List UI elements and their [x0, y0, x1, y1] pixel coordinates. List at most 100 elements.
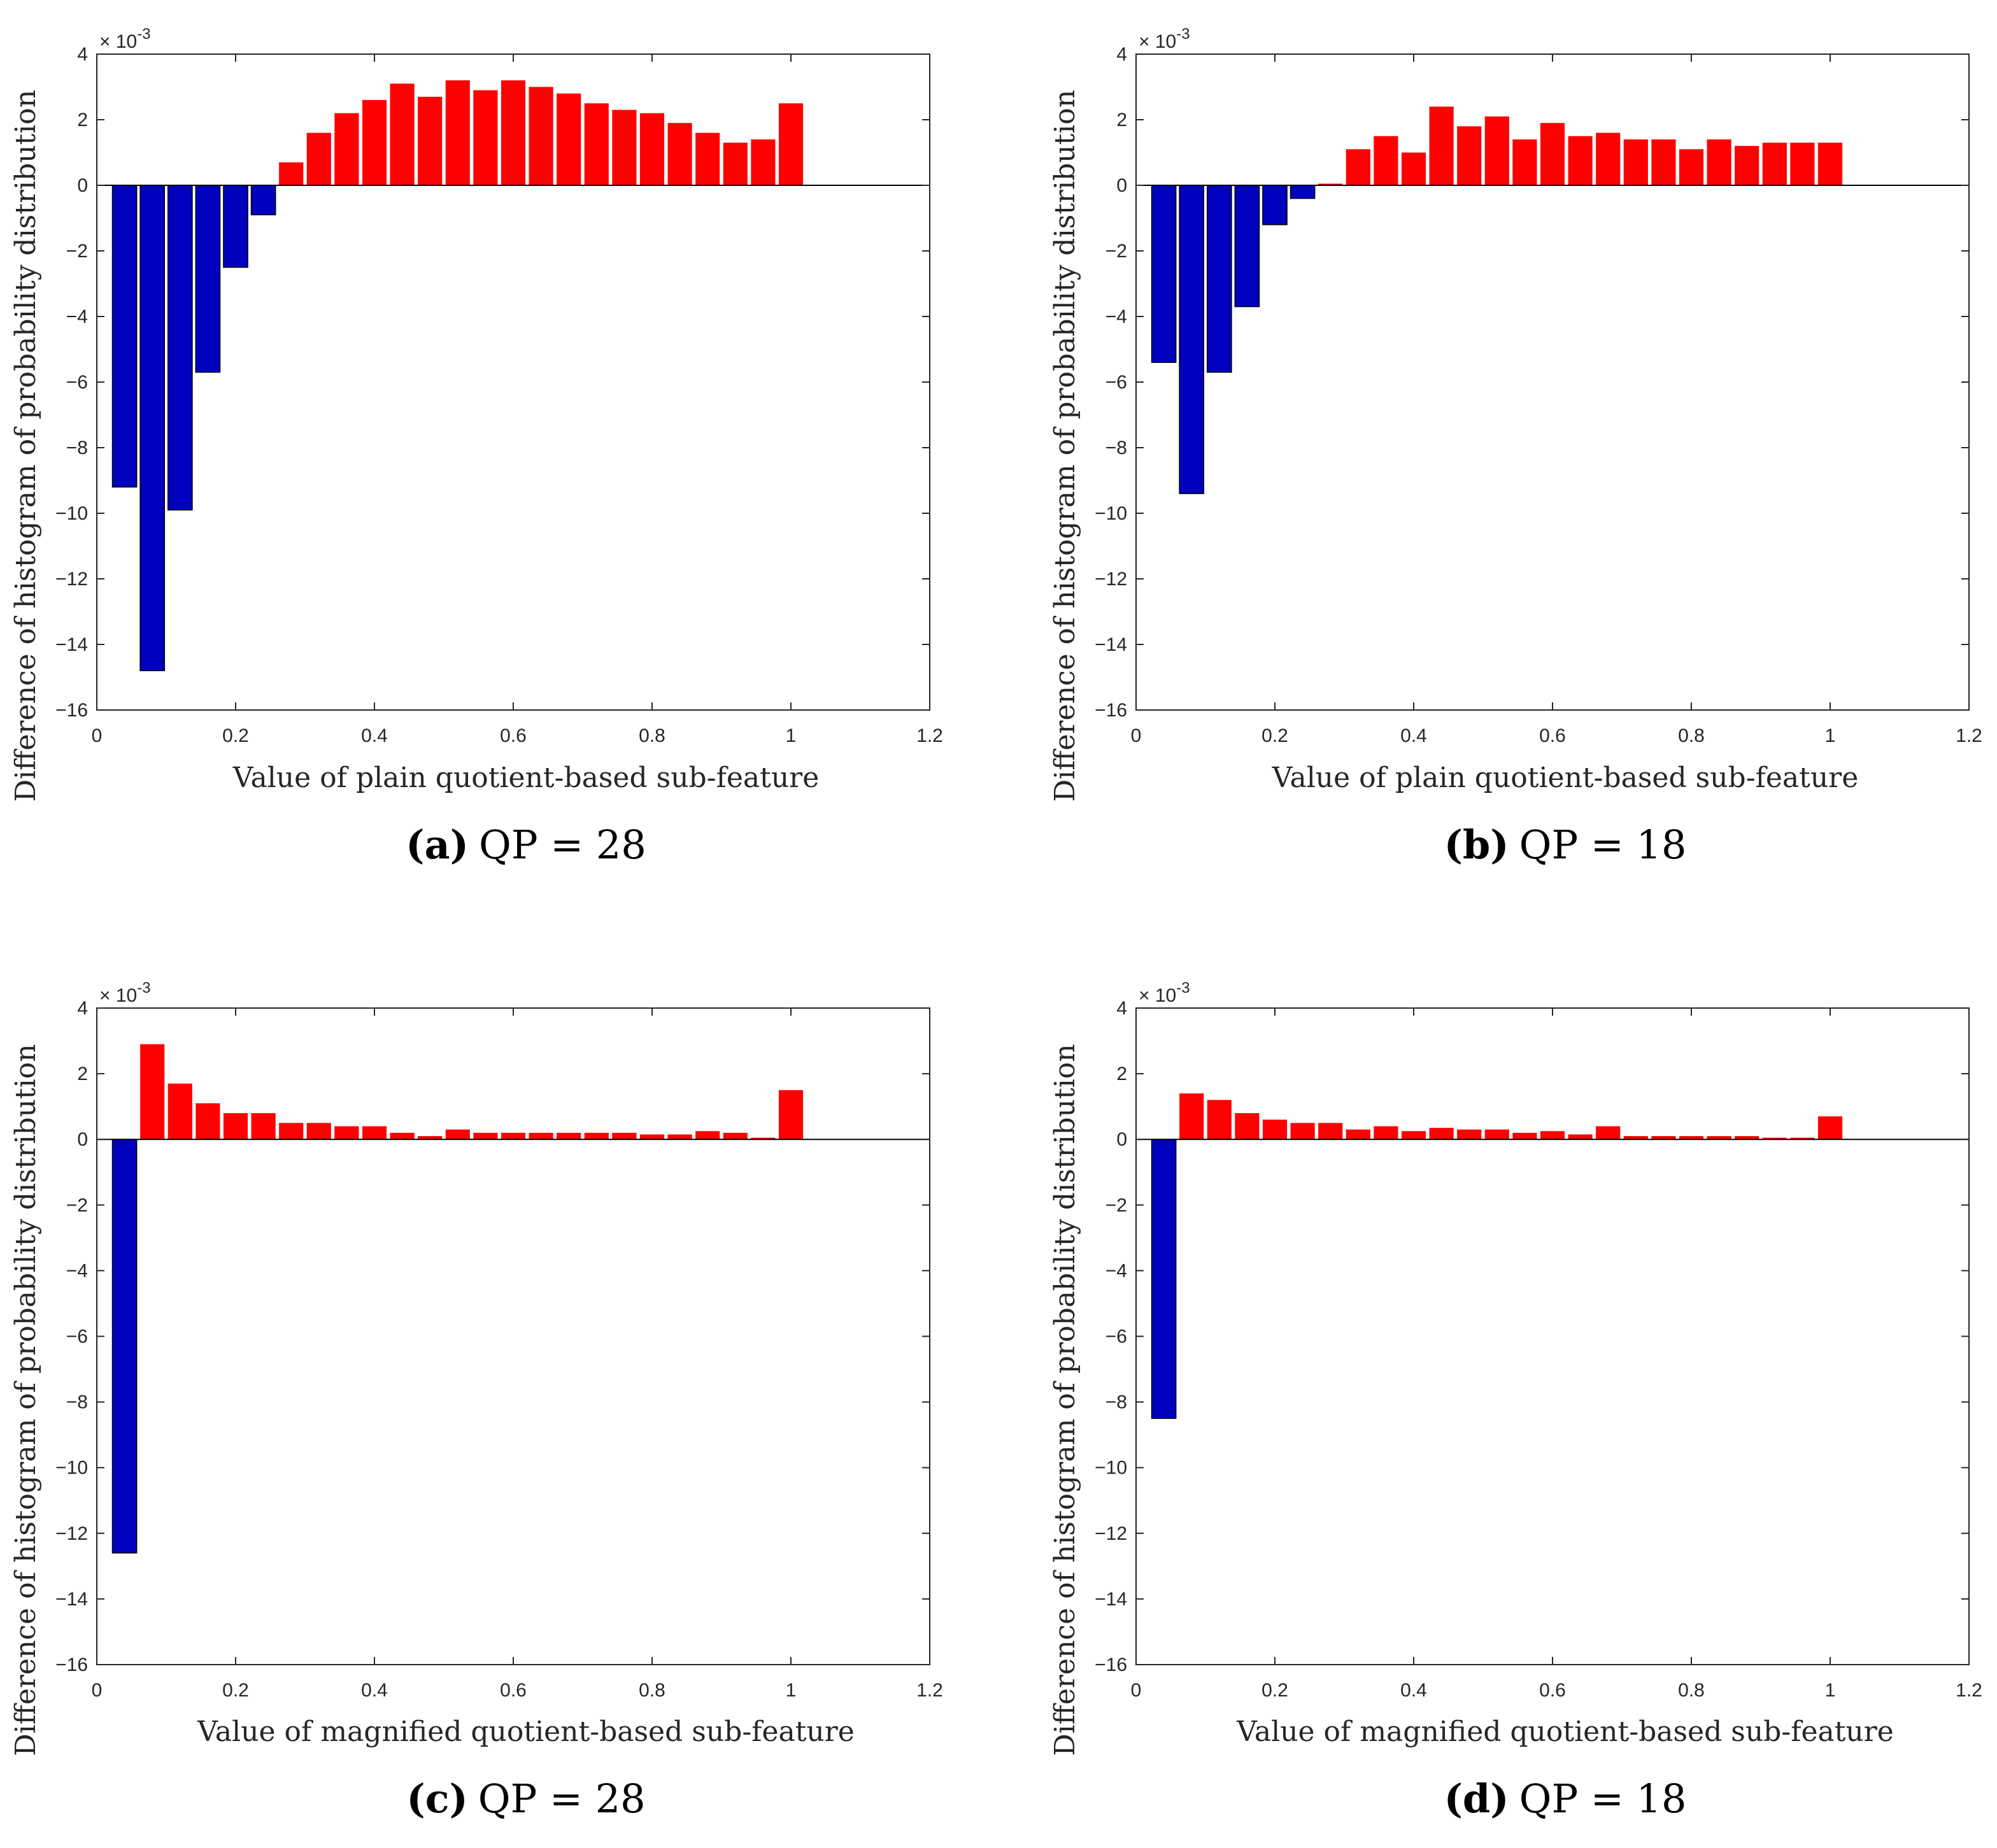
bar	[1679, 149, 1704, 185]
y-tick-label: −16	[1095, 700, 1127, 721]
bar	[1817, 143, 1843, 185]
y-tick-label: −16	[1095, 1654, 1127, 1675]
bar	[1596, 132, 1621, 185]
x-tick-label: 0	[1131, 1680, 1142, 1701]
x-tick-label: 0.2	[1261, 1680, 1288, 1701]
bar	[1735, 146, 1759, 185]
bar	[1790, 1137, 1815, 1140]
panel-caption-text: QP = 18	[1519, 1775, 1687, 1822]
bar	[1762, 143, 1787, 185]
x-tick-label: 0.6	[1539, 1680, 1566, 1701]
y-tick-label: −12	[1095, 1523, 1127, 1544]
bar	[1596, 1126, 1621, 1140]
bar	[1179, 1093, 1204, 1140]
y-tick-label: −8	[1105, 1392, 1127, 1413]
x-tick-label: 1.2	[916, 725, 943, 746]
panel-caption-label: (d)	[1444, 1775, 1509, 1822]
x-tick-label: 1.2	[916, 1680, 943, 1701]
x-tick-label: 0.4	[361, 1680, 388, 1701]
bar	[418, 96, 443, 185]
y-tick-label: −2	[66, 1195, 88, 1216]
y-tick-label: 4	[77, 44, 88, 65]
chart-panel-1: 0 0.2 0.4 0.6 0.8 1 1.2 4 2 0 −2 −4 −6 −8 −10 −12 −14 −16…	[10, 25, 943, 868]
y-tick-label: −16	[55, 700, 88, 721]
y-tick-label: −4	[1105, 306, 1127, 327]
panel-caption-label: (a)	[406, 821, 469, 868]
y-tick-label: 2	[1116, 110, 1127, 131]
chart-panel-3: 0 0.2 0.4 0.6 0.8 1 1.2 4 2 0 −2 −4 −6 −8 −10 −12 −14 −16…	[10, 979, 943, 1822]
bar	[1374, 1126, 1398, 1140]
y-tick-label: 4	[1116, 44, 1127, 65]
x-tick-label: 0	[92, 725, 103, 746]
y-tick-label: −10	[1095, 503, 1127, 524]
bar	[473, 1132, 498, 1140]
bar	[334, 1126, 359, 1140]
x-tick-label: 0.8	[639, 1680, 665, 1701]
bar	[1512, 1132, 1537, 1140]
bar	[1401, 1131, 1426, 1140]
y-tick-label: −4	[66, 1260, 88, 1281]
y-tick-label: −8	[66, 437, 88, 458]
x-tick-label: 1	[1825, 1680, 1836, 1701]
chart-panel-2: 0 0.2 0.4 0.6 0.8 1 1.2 4 2 0 −2 −4 −6 −8 −10 −12 −14 −16…	[1049, 25, 1982, 868]
x-tick-label: 0	[92, 1680, 103, 1701]
x-tick-label: 0	[1131, 725, 1142, 746]
bar	[1374, 136, 1398, 185]
y-axis-label: Difference of histogram of probability d…	[10, 1044, 42, 1756]
bar	[1707, 1136, 1731, 1140]
x-axis-label: Value of plain quotient-based sub-featur…	[1272, 762, 1858, 794]
bar	[1207, 1100, 1232, 1140]
x-tick-label: 0.8	[639, 725, 665, 746]
bar	[279, 162, 304, 185]
y-tick-label: −2	[1105, 241, 1127, 262]
bar	[223, 185, 248, 268]
bar	[1651, 1136, 1676, 1140]
x-tick-label: 0.6	[500, 1680, 527, 1701]
y-tick-label: 0	[77, 1129, 88, 1150]
plot-frame	[1135, 1007, 1970, 1665]
panel-caption-text: QP = 28	[479, 821, 646, 868]
bar	[1429, 1128, 1454, 1140]
y-tick-label: 0	[1116, 175, 1127, 196]
bar	[695, 1131, 720, 1140]
bar	[1540, 1131, 1565, 1140]
y-tick-label: −4	[66, 306, 88, 327]
bar	[1707, 139, 1731, 185]
bar	[1568, 1134, 1593, 1140]
axis-exponent-base: × 10	[99, 31, 137, 52]
y-tick-label: −12	[55, 569, 88, 590]
bar	[1151, 1139, 1177, 1419]
bar	[501, 80, 526, 185]
bar	[751, 1137, 776, 1140]
bar	[639, 1134, 665, 1140]
y-tick-label: −8	[66, 1392, 88, 1413]
plot-frame	[96, 1007, 930, 1665]
y-tick-label: −12	[1095, 569, 1127, 590]
axis-exponent: × 10-3	[99, 979, 151, 1006]
bar	[1262, 1119, 1288, 1140]
bar	[584, 1132, 609, 1140]
bar	[445, 1129, 470, 1140]
bar	[1762, 1137, 1787, 1140]
axis-exponent: × 10-3	[1139, 25, 1190, 52]
y-axis-label: Difference of histogram of probability d…	[1049, 1044, 1081, 1756]
bar	[1318, 183, 1343, 185]
bar	[584, 103, 609, 185]
bar	[1790, 143, 1815, 185]
bar	[639, 113, 665, 185]
x-axis-label: Value of magnified quotient-based sub-fe…	[1236, 1716, 1894, 1748]
panel-caption: (d) QP = 18	[1444, 1775, 1687, 1822]
chart-panel-4: 0 0.2 0.4 0.6 0.8 1 1.2 4 2 0 −2 −4 −6 −8 −10 −12 −14 −16…	[1049, 979, 1982, 1822]
y-tick-label: −4	[1105, 1260, 1127, 1281]
panel-caption: (b) QP = 18	[1444, 821, 1687, 868]
axis-exponent-power: -3	[1176, 25, 1190, 43]
bar	[1234, 185, 1260, 308]
bar	[139, 185, 166, 671]
y-tick-label: 2	[77, 110, 88, 131]
bar	[251, 1112, 276, 1140]
bar	[195, 185, 221, 373]
bar	[1346, 149, 1370, 185]
y-tick-label: −14	[55, 634, 88, 655]
axis-exponent-base: × 10	[1139, 31, 1176, 52]
bar	[140, 1044, 165, 1140]
